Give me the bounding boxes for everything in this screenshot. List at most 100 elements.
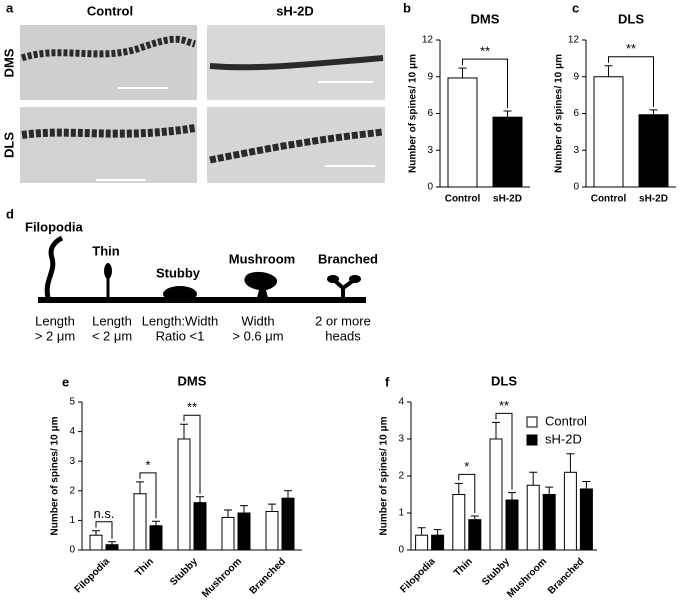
dendrite xyxy=(20,35,196,62)
column-label: sH-2D xyxy=(276,3,314,18)
y-tick-label: 4 xyxy=(398,397,404,408)
y-axis-label: Number of spines/ 10 μm xyxy=(50,416,61,535)
y-tick-label: 0 xyxy=(398,545,404,556)
micrograph xyxy=(20,107,197,183)
x-tick-label: Branched xyxy=(546,556,586,596)
bar xyxy=(149,525,163,551)
spine-diagram: Filopodia Thin Stubby Mushroom Branched … xyxy=(25,219,378,343)
spine-criterion: < 2 μm xyxy=(92,328,132,343)
panel-letter: b xyxy=(403,0,411,15)
significance-bracket xyxy=(462,58,508,109)
error-bar xyxy=(196,496,204,503)
spine-criterion: Length:Width xyxy=(142,313,219,328)
error-bar xyxy=(508,492,516,501)
significance-label: * xyxy=(145,457,150,472)
mushroom-shape xyxy=(244,271,278,298)
bar xyxy=(447,77,478,188)
significance-label: n.s. xyxy=(94,506,115,521)
bar xyxy=(505,499,519,551)
bar xyxy=(221,516,235,551)
thin-shape xyxy=(104,263,112,279)
x-tick-label: Mushroom xyxy=(505,556,549,600)
y-tick-label: 12 xyxy=(568,35,580,46)
y-tick-label: 1 xyxy=(69,515,75,526)
bar xyxy=(593,76,624,188)
x-tick-label: Control xyxy=(591,194,627,205)
x-tick-label: Thin xyxy=(133,556,156,579)
filopodium-shape xyxy=(44,235,64,299)
x-tick-label: Branched xyxy=(248,556,288,596)
panel-letter: f xyxy=(385,374,390,389)
significance-label: * xyxy=(464,459,469,474)
y-axis-label: Number of spines/ 10 μm xyxy=(379,416,390,535)
spine-criterion: Length xyxy=(92,313,132,328)
spine-name: Mushroom xyxy=(229,251,295,266)
bar xyxy=(415,534,429,551)
y-tick-label: 2 xyxy=(69,485,75,496)
y-tick-label: 3 xyxy=(573,145,579,156)
chart-title: DLS xyxy=(618,11,644,26)
x-tick-label: Stubby xyxy=(480,556,512,588)
branched-shape xyxy=(349,275,361,283)
spine-name: Branched xyxy=(318,251,378,266)
error-bar xyxy=(529,471,538,486)
bar xyxy=(237,512,251,551)
bar xyxy=(177,438,191,551)
y-tick-label: 1 xyxy=(398,508,404,519)
spine-name: Stubby xyxy=(156,265,201,280)
spine-name: Thin xyxy=(92,243,119,258)
bar xyxy=(193,502,207,551)
branched-shape xyxy=(332,278,356,298)
error-bar xyxy=(649,109,658,115)
chart-title: DMS xyxy=(471,11,500,26)
y-tick-label: 3 xyxy=(427,145,433,156)
error-bar xyxy=(268,503,276,512)
x-tick-label: Filopodia xyxy=(73,556,113,596)
error-bar xyxy=(503,110,512,118)
y-tick-label: 12 xyxy=(422,35,434,46)
y-axis-label: Number of spines/ 10 μm xyxy=(408,54,419,173)
bar xyxy=(281,497,295,551)
y-tick-label: 3 xyxy=(69,456,75,467)
error-bar xyxy=(180,423,188,439)
spine-criterion: > 0.6 μm xyxy=(232,328,283,343)
legend-label: sH-2D xyxy=(545,431,582,446)
error-bar xyxy=(604,65,613,77)
significance-bracket xyxy=(495,412,513,490)
bar xyxy=(579,488,593,551)
bar xyxy=(489,438,503,551)
error-bar xyxy=(417,527,426,536)
y-tick-label: 2 xyxy=(398,471,404,482)
stubby-shape xyxy=(163,286,197,302)
bar xyxy=(105,544,119,551)
y-tick-label: 0 xyxy=(427,182,433,193)
chart-title: DLS xyxy=(491,373,517,388)
bar xyxy=(638,114,669,188)
bar xyxy=(563,471,577,551)
bar xyxy=(492,116,523,188)
error-bar xyxy=(433,529,442,536)
x-tick-label: Thin xyxy=(452,556,475,579)
significance-bracket xyxy=(95,521,113,539)
x-tick-label: sH-2D xyxy=(639,194,668,205)
bar xyxy=(468,519,482,551)
y-tick-label: 9 xyxy=(573,71,579,82)
legend-swatch xyxy=(526,434,538,446)
y-tick-label: 0 xyxy=(573,182,579,193)
error-bar xyxy=(458,67,467,78)
significance-bracket xyxy=(183,414,201,494)
bar xyxy=(431,534,445,551)
spine-criterion: Width xyxy=(241,313,274,328)
y-tick-label: 3 xyxy=(398,434,404,445)
micrograph xyxy=(207,107,385,183)
column-label: Control xyxy=(87,3,133,18)
row-label: DMS xyxy=(1,48,16,77)
panel-letter: a xyxy=(6,0,14,15)
panel-letter: e xyxy=(62,374,69,389)
error-bar xyxy=(284,490,292,499)
y-tick-label: 6 xyxy=(427,108,433,119)
micrographs xyxy=(20,25,385,183)
significance-bracket xyxy=(608,56,654,107)
